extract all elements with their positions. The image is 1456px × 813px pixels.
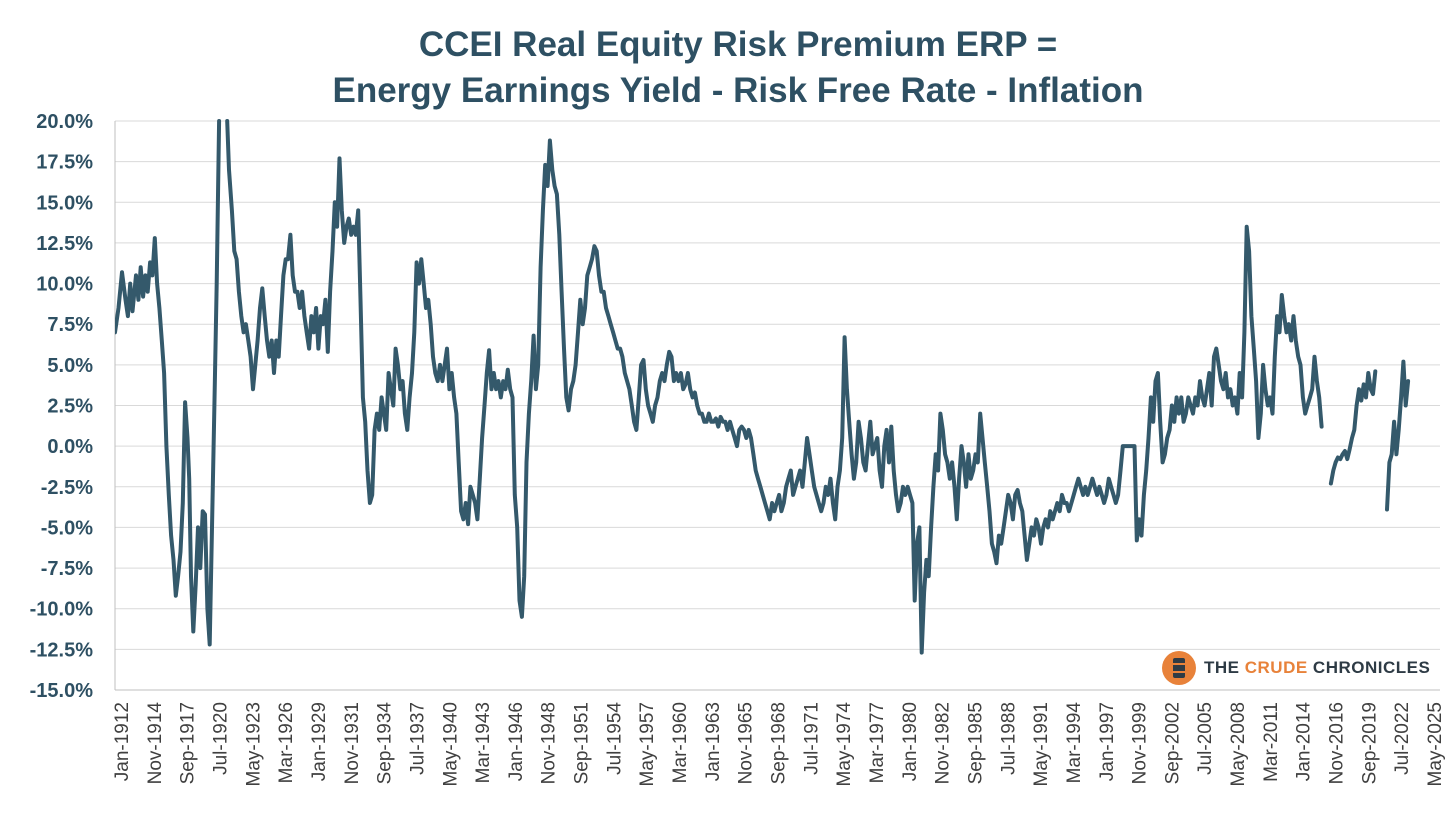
chart-title-line-1: CCEI Real Equity Risk Premium ERP = bbox=[418, 25, 1058, 64]
y-axis-ticks: 20.0% 17.5% 15.0% 12.5% 10.0% 7.5% 5.0% 2.5% 0.0… bbox=[30, 111, 94, 702]
series-line-segment bbox=[225, 119, 1324, 655]
y-tick-label: 0.0% bbox=[47, 436, 93, 458]
x-tick-label: May-1940 bbox=[440, 702, 461, 787]
logo-text: THE CRUDE CHRONICLES bbox=[1204, 658, 1430, 678]
gridlines bbox=[114, 120, 1440, 691]
x-tick-label: Jan-1980 bbox=[900, 702, 921, 781]
x-tick-label: Nov-1914 bbox=[145, 702, 166, 785]
x-tick-label: Jul-1971 bbox=[801, 702, 822, 775]
y-tick-label: 17.5% bbox=[36, 152, 93, 174]
series-line-segment bbox=[1328, 369, 1378, 486]
x-tick-label: Sep-1951 bbox=[572, 702, 593, 784]
series-line-segment bbox=[1385, 359, 1411, 512]
x-tick-label: Sep-1917 bbox=[178, 702, 199, 784]
x-tick-label: Jan-1997 bbox=[1097, 702, 1118, 781]
x-tick-label: May-2008 bbox=[1228, 702, 1249, 787]
x-tick-label: Mar-1943 bbox=[473, 702, 494, 783]
x-tick-label: Mar-2011 bbox=[1261, 702, 1282, 782]
y-tick-label: 5.0% bbox=[47, 355, 93, 377]
chart-title: CCEI Real Equity Risk Premium ERP = Ener… bbox=[0, 22, 1456, 114]
y-tick-label: 10.0% bbox=[36, 274, 93, 296]
y-tick-label: -7.5% bbox=[41, 558, 93, 580]
series-line-segment bbox=[115, 119, 222, 647]
x-tick-label: Jul-1937 bbox=[407, 702, 428, 775]
y-tick-label: 20.0% bbox=[36, 111, 93, 133]
x-tick-label: Nov-2016 bbox=[1327, 702, 1348, 784]
crude-chronicles-logo: THE CRUDE CHRONICLES bbox=[1162, 650, 1430, 686]
y-tick-label: 12.5% bbox=[36, 233, 93, 255]
x-tick-label: May-1957 bbox=[637, 702, 658, 787]
x-tick-label: Mar-1994 bbox=[1064, 702, 1085, 784]
x-tick-label: May-1974 bbox=[834, 702, 855, 787]
x-tick-label: Nov-1999 bbox=[1130, 702, 1151, 784]
x-tick-label: Nov-1982 bbox=[933, 702, 954, 784]
x-tick-label: Sep-2002 bbox=[1162, 702, 1183, 784]
y-tick-label: 15.0% bbox=[36, 192, 93, 214]
x-tick-label: Nov-1931 bbox=[342, 702, 363, 784]
x-axis-ticks: Jan-1912 Nov-1914 Sep-1917 Jul-1920 May-1923… bbox=[112, 702, 1446, 787]
x-tick-label: Jan-1963 bbox=[703, 702, 724, 781]
x-tick-label: Jan-1912 bbox=[112, 702, 133, 781]
x-tick-label: Nov-1948 bbox=[539, 702, 560, 784]
x-tick-label: Jul-1954 bbox=[604, 702, 625, 775]
x-tick-label: Mar-1926 bbox=[276, 702, 297, 783]
x-tick-label: May-1923 bbox=[243, 702, 264, 787]
x-tick-label: Mar-1960 bbox=[670, 702, 691, 783]
x-tick-label: Jul-1988 bbox=[998, 702, 1019, 775]
y-tick-label: -10.0% bbox=[30, 599, 94, 621]
x-tick-label: Sep-1934 bbox=[375, 702, 396, 785]
chart-title-line-2: Energy Earnings Yield - Risk Free Rate -… bbox=[332, 71, 1144, 110]
y-tick-label: -15.0% bbox=[30, 680, 94, 702]
logo-word-the: THE bbox=[1204, 658, 1240, 677]
x-tick-label: Jan-2014 bbox=[1294, 702, 1315, 782]
x-tick-label: May-1991 bbox=[1031, 702, 1052, 787]
x-tick-label: Nov-1965 bbox=[736, 702, 757, 784]
y-tick-label: -5.0% bbox=[41, 517, 93, 539]
x-tick-label: Jul-2022 bbox=[1392, 702, 1413, 775]
y-tick-label: -2.5% bbox=[41, 477, 93, 499]
x-tick-label: Mar-1977 bbox=[867, 702, 888, 783]
y-tick-label: 7.5% bbox=[47, 314, 93, 336]
y-tick-label: -12.5% bbox=[30, 639, 94, 661]
y-tick-label: 2.5% bbox=[47, 396, 93, 418]
x-tick-label: May-2025 bbox=[1425, 702, 1446, 787]
logo-word-chronicles: CHRONICLES bbox=[1312, 658, 1431, 677]
x-tick-label: Jul-2005 bbox=[1195, 702, 1216, 775]
x-tick-label: Sep-2019 bbox=[1359, 702, 1380, 784]
x-tick-label: Sep-1985 bbox=[965, 702, 986, 784]
logo-word-crude: CRUDE bbox=[1244, 658, 1308, 677]
x-tick-label: Sep-1968 bbox=[769, 702, 790, 784]
x-tick-label: Jul-1920 bbox=[210, 702, 231, 775]
oil-barrel-icon bbox=[1162, 651, 1196, 685]
x-tick-label: Jan-1929 bbox=[309, 702, 330, 781]
x-tick-label: Jan-1946 bbox=[506, 702, 527, 781]
series-real-erp bbox=[115, 119, 1411, 655]
